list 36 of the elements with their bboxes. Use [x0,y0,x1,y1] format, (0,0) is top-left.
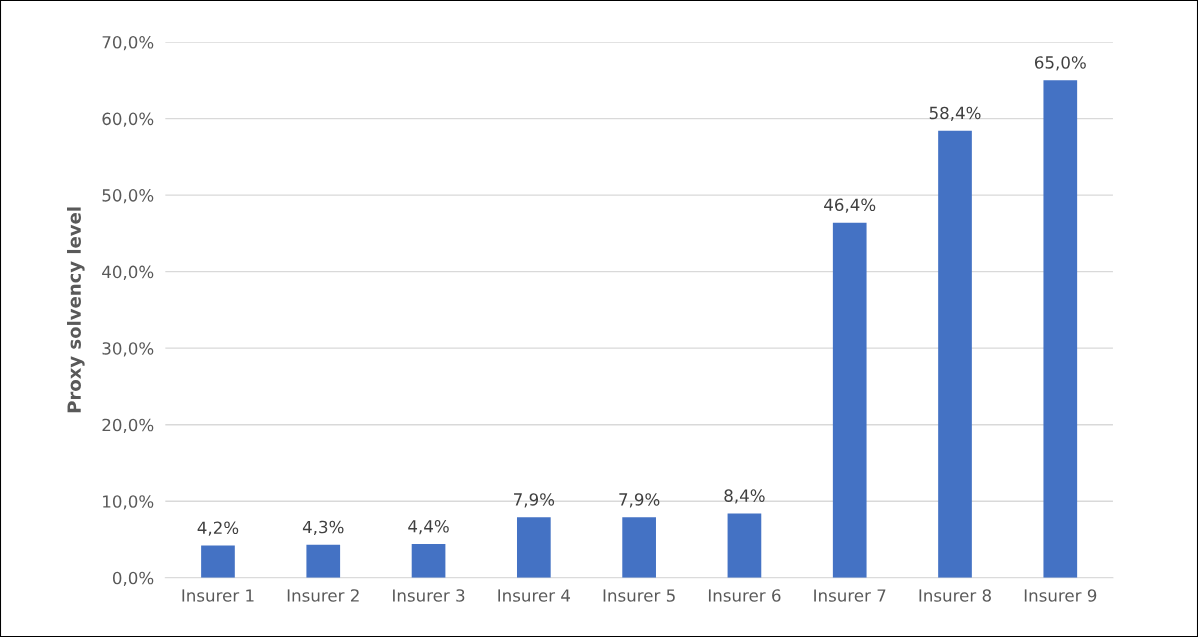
x-tick-label: Insurer 8 [919,589,991,602]
data-label: 46,4% [824,198,876,213]
data-label: 7,9% [619,493,660,508]
bar [832,222,867,578]
x-tick-label: Insurer 5 [603,589,675,602]
y-tick-label: 10,0% [103,495,154,510]
data-label: 65,0% [1034,56,1086,71]
y-tick-label: 20,0% [102,418,154,433]
x-tick-label: Insurer 1 [182,589,254,602]
bar [938,130,972,578]
y-tick-label: 40,0% [102,265,154,280]
y-tick-label: 0,0% [112,571,154,587]
x-tick-label: Insurer 4 [498,589,571,602]
bar [727,513,762,578]
bar [411,544,446,578]
y-tick-label: 30,0% [102,342,154,357]
bar [517,517,551,578]
y-axis-title: Proxy solvency level [66,207,85,413]
x-tick-label: Insurer 7 [814,589,886,602]
data-label: 4,4% [408,519,449,535]
bar [622,517,656,578]
bar [201,545,235,578]
y-tick-label: 60,0% [102,112,154,127]
data-label: 7,9% [514,493,555,508]
data-label: 4,3% [302,520,344,535]
x-tick-label: Insurer 6 [708,589,781,602]
data-label: 4,2% [197,521,239,536]
bar [306,544,341,578]
y-tick-label: 50,0% [102,189,154,204]
x-tick-label: Insurer 2 [287,589,359,602]
data-label: 58,4% [929,106,981,121]
data-label: 8,4% [724,489,765,504]
x-tick-label: Insurer 9 [1024,589,1097,602]
y-tick-label: 70,0% [102,36,154,51]
bar [1043,80,1078,578]
x-tick-label: Insurer 3 [393,589,465,602]
